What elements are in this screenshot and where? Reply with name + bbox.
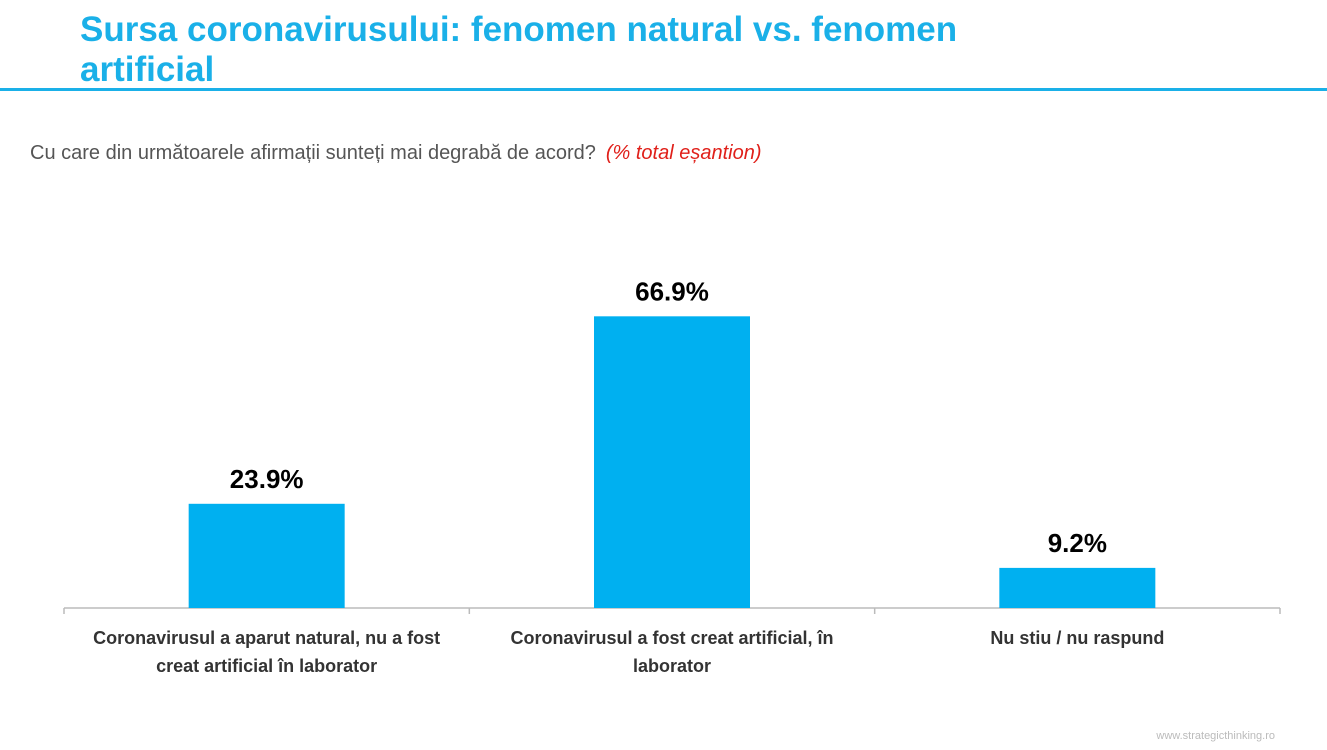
title-rule (0, 88, 1327, 91)
x-tick-label: Coronavirusul a fost creat artificial, î… (510, 628, 834, 676)
subtitle: Cu care din următoarele afirmații sunteț… (30, 142, 596, 164)
source: www.strategicthinking.ro (1156, 730, 1275, 742)
x-tick-label: Coronavirusul a aparut natural, nu a fos… (93, 628, 441, 676)
chart-title: Sursa coronavirusului: fenomen natural v… (80, 10, 958, 89)
bar (594, 316, 750, 608)
value-label: 23.9% (230, 464, 304, 494)
note: (% total eșantion) (605, 142, 762, 164)
subtitle-row: Cu care din următoarele afirmații sunteț… (30, 142, 762, 165)
bar (999, 567, 1156, 608)
bar (188, 503, 345, 608)
value-label: 66.9% (635, 276, 709, 306)
x-tick-label: Nu stiu / nu raspund (990, 628, 1165, 648)
value-label: 9.2% (1048, 528, 1107, 558)
